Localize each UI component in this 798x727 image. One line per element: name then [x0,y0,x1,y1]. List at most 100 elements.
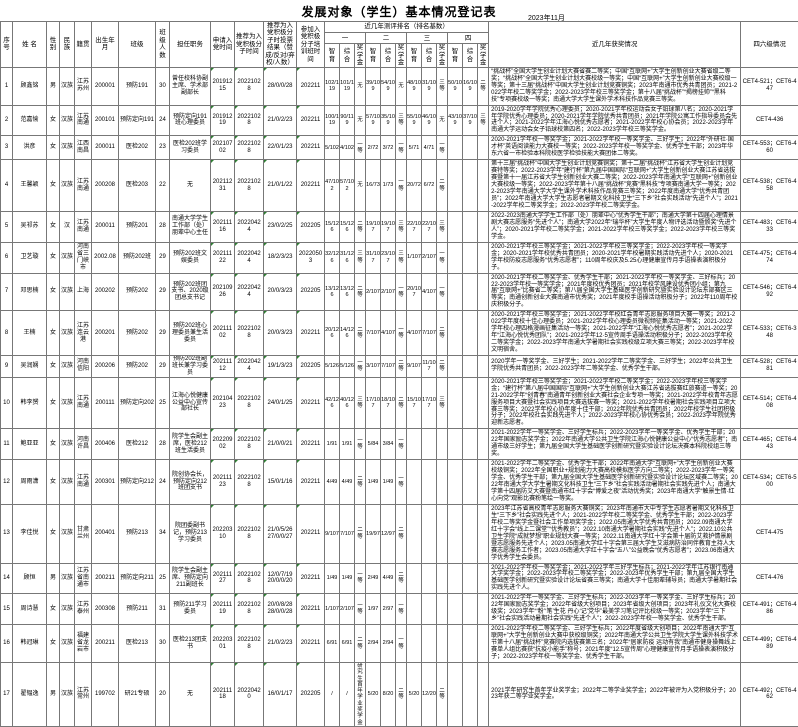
cell-cet: CET4-553；CET6-460 [741,136,798,160]
cell-rank [448,242,463,273]
cell-rank: 23/107 [381,242,396,273]
cell-gender: 女 [47,211,60,242]
cell-cet: CET4-499；CET6-489 [741,625,798,663]
registration-table: 序号姓 名性 别民 族籍贯出生年月班级班级人数担任职务申请入党时间推荐为入党积极… [0,21,798,727]
cell-name: 周诗慧 [13,594,47,625]
cell-rank [478,242,489,273]
cell-birth: 2002.08 [92,242,119,273]
cell-training-time: 202211 [297,429,325,460]
cell-no: 7 [1,273,13,311]
cell-rank: 17/107 [422,377,437,429]
cell-position: 无 [170,160,211,212]
cell-native-place: 江苏泰州 [75,594,92,625]
cell-training-time: 202211 [297,67,325,105]
rank-subcolumn-label: 智育 [448,44,463,67]
cell-rank: 31/126 [340,242,355,273]
cell-awards: 2023年江苏省高校青年志愿服务大赛铜奖；2023年南通市大中专学生志愿者暑期文… [489,504,741,563]
cell-rank: 4/107 [422,273,437,311]
cell-name: 顾恒 [13,563,47,594]
cell-rank: 39/109 [366,67,381,105]
cell-cet: CET4-475 [741,504,798,563]
cell-apply-time: 20211123 [211,460,235,505]
awards-column-header: 近几年获奖情况 [489,22,741,68]
cell-birth: 200211 [92,625,119,663]
cell-recommend-time: 20221028 [235,67,264,105]
cell-rank: 31/107 [366,242,381,273]
cell-gender: 女 [47,242,60,273]
cell-class-size: 22 [156,160,170,212]
cell-recommend-time: 20221028 [235,377,264,429]
cell-vote-result: 19/1/3/23 [264,356,297,378]
cell-training-time: 202211 [297,311,325,356]
cell-rank [478,662,489,726]
cell-class: 医检203 [119,160,156,212]
cell-rank: 57/102 [340,160,355,212]
cell-awards: 2021-2022学年校一等奖学金；2021-2022学年三好学生标兵；2021… [489,563,741,594]
cell-training-time: 202205 [297,273,325,311]
cell-name: 吴祁苏 [13,211,47,242]
cell-class-size: 25 [156,377,170,429]
cell-position: 院团委副书记，预防213学习委员 [170,504,211,563]
cell-rank [463,563,478,594]
cell-birth: 200011 [92,136,119,160]
cell-ethnicity: 汉族 [60,105,75,136]
cell-class-size: 29 [156,273,170,311]
cell-native-place: 河南省三门峡市 [75,242,92,273]
cell-rank: 6/91 [325,625,340,663]
cell-cet: CET4-436 [741,105,798,136]
cell-rank: 一等 [437,273,448,311]
cell-position: 无 [170,662,211,726]
cell-rank: 100/119 [325,105,340,136]
column-header: 籍贯 [75,22,92,68]
cell-name: 鲍亚亚 [13,429,47,460]
cell-rank: 18/107 [381,377,396,429]
cell-native-place: 江西南昌 [75,136,92,160]
cell-ethnicity: 汉族 [60,460,75,505]
cell-native-place: 河南许昌 [75,429,92,460]
cell-rank: 101/119 [340,67,355,105]
cell-birth: 200101 [92,105,119,136]
cell-position: 医检202班学习委员 [170,136,211,160]
cell-no: 1 [1,67,13,105]
cell-rank: 2/72 [366,136,381,160]
cell-rank: 一等 [396,136,407,160]
rank-group-label: 一 [325,33,366,44]
cell-position: 院创协会长，预防定向212班团支书 [170,460,211,505]
cell-recommend-time: 20221028 [235,429,264,460]
cell-apply-time: 20211118 [211,662,235,726]
cell-awards: 2020-2021学年校三等奖学金；2021-2022学年校红会青年志愿服务项目… [489,311,741,356]
cell-cet: CET4-533；CET6-348 [741,311,798,356]
cell-awards: 2021-2022学年二等奖学金、优秀学生干部；2022年南通大学“互联网+”大… [489,460,741,505]
cell-rank: 一等 [396,625,407,663]
cell-rank [437,504,448,563]
cell-rank: 11/107 [422,356,437,378]
cell-rank: 7/107 [340,504,355,563]
cell-recommend-time: 20221028 [235,504,264,563]
cell-class-size: 28 [156,429,170,460]
cell-name: 王楠 [13,311,47,356]
cell-native-place: 河南信阳 [75,356,92,378]
cell-no: 17 [1,662,13,726]
cell-class: 预防202 [119,356,156,378]
cell-rank: 二等 [437,662,448,726]
cell-no: 4 [1,160,13,212]
cell-birth: 199702 [92,662,119,726]
cell-recommend-time: 20221028 [235,160,264,212]
cell-gender: 女 [47,504,60,563]
rank-subcolumn-label: 奖学金 [396,44,407,67]
cell-position: 预防定向191班心理委员 [170,105,211,136]
column-header: 申请入党时间 [211,22,235,68]
cell-name: 卫艺璇 [13,242,47,273]
cell-birth: 200202 [92,273,119,311]
cell-rank: 7/107 [422,311,437,356]
cell-position: 预防202班文娱委员 [170,242,211,273]
cell-no: 13 [1,504,13,563]
date-label: 2023年11月 [528,13,565,23]
cell-rank: 三等 [437,377,448,429]
cell-awards: 2021-2022学年一等奖学金、三好学生标兵；2022-2023学年一等奖学金… [489,594,741,625]
cell-rank [478,429,489,460]
cell-rank: 二等 [396,504,407,563]
